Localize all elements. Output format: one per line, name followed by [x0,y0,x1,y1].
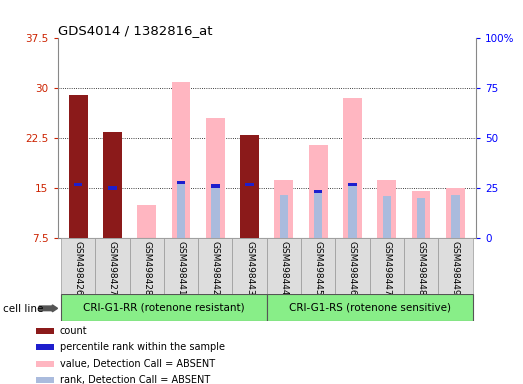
Bar [211,184,220,188]
Text: GDS4014 / 1382816_at: GDS4014 / 1382816_at [58,24,212,37]
Bar [301,238,335,294]
Text: GSM498448: GSM498448 [416,241,426,296]
Bar [108,187,117,190]
Bar [451,195,460,238]
Bar [309,145,327,238]
Text: GSM498446: GSM498446 [348,241,357,296]
Text: count: count [60,326,87,336]
Text: GSM498449: GSM498449 [451,241,460,296]
Bar [74,183,82,187]
Bar [245,183,254,187]
Text: CRI-G1-RS (rotenone sensitive): CRI-G1-RS (rotenone sensitive) [289,302,451,312]
Text: percentile rank within the sample: percentile rank within the sample [60,342,224,352]
Text: GSM498444: GSM498444 [279,241,288,295]
Text: GSM498447: GSM498447 [382,241,391,296]
Bar [103,132,122,238]
Text: GSM498427: GSM498427 [108,241,117,296]
Bar [412,192,430,238]
Bar [275,180,293,238]
Bar [198,238,232,294]
Bar [206,118,225,238]
Bar [280,195,288,238]
Bar [335,238,370,294]
Bar [417,198,425,238]
Bar [36,344,54,350]
Bar [61,294,267,321]
Bar [438,238,472,294]
Bar [348,185,357,238]
Bar [267,238,301,294]
Text: GSM498428: GSM498428 [142,241,151,296]
Bar [370,238,404,294]
Bar [130,238,164,294]
Bar [211,186,220,238]
Bar [36,377,54,383]
Bar [240,135,259,238]
Bar [314,192,322,238]
Bar [95,238,130,294]
Bar [69,95,87,238]
Bar [172,82,190,238]
Bar [314,190,322,193]
Text: GSM498445: GSM498445 [314,241,323,296]
Bar [36,328,54,334]
Bar [164,238,198,294]
Text: GSM498441: GSM498441 [176,241,186,296]
Bar [137,205,156,238]
Bar [343,98,362,238]
Text: GSM498443: GSM498443 [245,241,254,296]
Bar [382,196,391,238]
Text: GSM498442: GSM498442 [211,241,220,295]
Bar [267,294,472,321]
Text: GSM498426: GSM498426 [74,241,83,296]
Bar [377,180,396,238]
Bar [177,182,185,238]
Text: rank, Detection Call = ABSENT: rank, Detection Call = ABSENT [60,375,210,384]
Bar [177,181,185,184]
Text: value, Detection Call = ABSENT: value, Detection Call = ABSENT [60,359,215,369]
Bar [232,238,267,294]
Text: CRI-G1-RR (rotenone resistant): CRI-G1-RR (rotenone resistant) [83,302,245,312]
Bar [404,238,438,294]
Bar [36,361,54,367]
Bar [61,238,95,294]
Bar [446,188,465,238]
Text: cell line: cell line [3,304,43,314]
Bar [348,183,357,187]
